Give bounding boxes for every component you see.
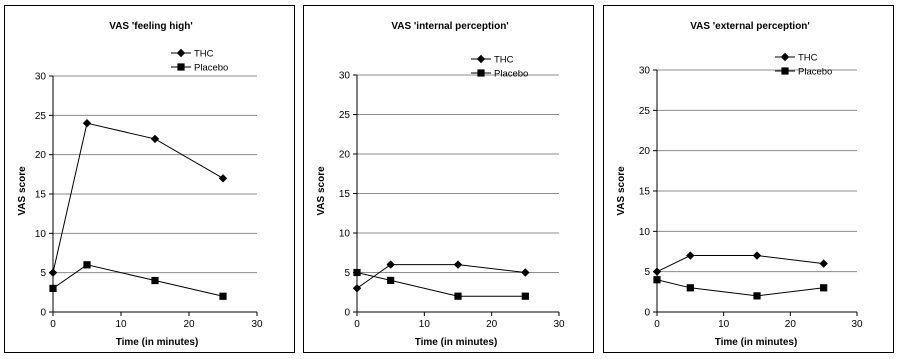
data-point-thc	[453, 260, 463, 269]
y-tick-label: 20	[35, 150, 47, 161]
data-point-thc	[48, 268, 58, 277]
legend-marker-placebo	[177, 63, 185, 71]
x-tick-label: 30	[851, 319, 863, 330]
legend-marker-thc	[476, 54, 486, 64]
data-point-placebo	[353, 268, 361, 277]
y-tick-label: 10	[35, 229, 47, 240]
legend-label-placebo: Placebo	[194, 63, 228, 74]
y-tick-label: 30	[639, 66, 651, 77]
y-tick-label: 25	[35, 111, 47, 122]
y-tick-label: 0	[40, 308, 46, 319]
chart-title: VAS 'feeling high'	[109, 21, 192, 32]
legend-marker-thc	[176, 48, 186, 58]
y-axis-label: VAS score	[616, 166, 627, 216]
legend-marker-placebo	[781, 67, 789, 75]
series-line-placebo	[52, 264, 224, 297]
data-point-thc	[386, 260, 395, 269]
y-tick-label: 15	[35, 190, 47, 201]
data-point-thc	[686, 251, 695, 260]
data-point-thc	[752, 251, 762, 260]
y-tick-label: 20	[639, 146, 651, 157]
x-tick-label: 0	[50, 319, 56, 330]
x-tick-label: 20	[183, 319, 195, 330]
data-point-thc	[82, 119, 92, 128]
chart-panel-external-perception: VAS 'external perception' Time (in minut…	[603, 5, 894, 353]
series-line-thc	[52, 122, 224, 273]
legend-label-thc: THC	[494, 55, 514, 66]
x-tick-label: 20	[785, 319, 797, 330]
legend-marker-thc	[780, 52, 790, 62]
series-line-placebo	[656, 279, 824, 297]
data-point-thc	[819, 259, 828, 268]
data-point-placebo	[686, 284, 694, 292]
data-point-placebo	[151, 276, 159, 285]
y-tick-label: 30	[339, 71, 351, 82]
y-tick-label: 0	[344, 308, 350, 319]
data-point-placebo	[820, 284, 828, 292]
legend-label-placebo: Placebo	[798, 67, 832, 78]
legend-label-thc: THC	[194, 49, 214, 60]
chart-panel-internal-perception: VAS 'internal perception' Time (in minut…	[303, 5, 594, 353]
data-point-placebo	[454, 292, 462, 300]
y-tick-label: 5	[40, 268, 46, 279]
legend-label-thc: THC	[798, 53, 818, 64]
chart-external-perception: VAS 'external perception' Time (in minut…	[616, 21, 863, 348]
y-tick-label: 10	[639, 227, 651, 238]
x-tick-label: 10	[718, 319, 730, 330]
legend-marker-placebo	[477, 69, 485, 77]
data-point-placebo	[753, 292, 761, 300]
y-tick-label: 5	[644, 267, 650, 278]
x-tick-label: 0	[354, 319, 360, 330]
y-tick-label: 25	[639, 106, 651, 117]
data-point-thc	[218, 174, 228, 183]
y-tick-label: 5	[344, 268, 350, 279]
chart-title: VAS 'internal perception'	[391, 21, 508, 32]
chart-title: VAS 'external perception'	[690, 21, 810, 32]
data-point-thc	[521, 268, 530, 277]
x-axis-label: Time (in minutes)	[415, 337, 498, 348]
data-point-placebo	[387, 276, 395, 284]
chart-internal-perception: VAS 'internal perception' Time (in minut…	[316, 21, 565, 348]
y-tick-label: 15	[339, 189, 351, 200]
x-tick-label: 10	[115, 319, 127, 330]
x-tick-label: 30	[553, 319, 565, 330]
series-line-placebo	[356, 272, 526, 297]
data-point-placebo	[521, 292, 529, 300]
data-point-thc	[150, 134, 160, 144]
y-axis-label: VAS score	[17, 166, 28, 216]
series-line-thc	[356, 264, 526, 289]
data-point-thc	[352, 284, 362, 293]
data-point-placebo	[219, 292, 227, 300]
y-tick-label: 10	[339, 229, 351, 240]
y-axis-label: VAS score	[316, 166, 327, 216]
y-tick-label: 25	[339, 110, 351, 121]
data-point-placebo	[49, 284, 57, 292]
x-axis-label: Time (in minutes)	[715, 337, 798, 348]
x-axis-label: Time (in minutes)	[116, 337, 199, 348]
chart-feeling-high: VAS 'feeling high' Time (in minutes) VAS…	[17, 21, 263, 348]
data-point-placebo	[83, 261, 91, 269]
x-tick-label: 10	[419, 319, 431, 330]
x-tick-label: 0	[654, 319, 660, 330]
y-tick-label: 30	[35, 72, 47, 83]
legend-label-placebo: Placebo	[494, 69, 528, 80]
x-tick-label: 20	[486, 319, 498, 330]
data-point-placebo	[653, 276, 661, 284]
x-tick-label: 30	[251, 319, 263, 330]
chart-panel-feeling-high: VAS 'feeling high' Time (in minutes) VAS…	[4, 5, 295, 353]
series-line-thc	[656, 255, 824, 273]
y-tick-label: 20	[339, 150, 351, 161]
y-tick-label: 0	[644, 308, 650, 319]
y-tick-label: 15	[639, 187, 651, 198]
data-point-thc	[652, 267, 662, 276]
